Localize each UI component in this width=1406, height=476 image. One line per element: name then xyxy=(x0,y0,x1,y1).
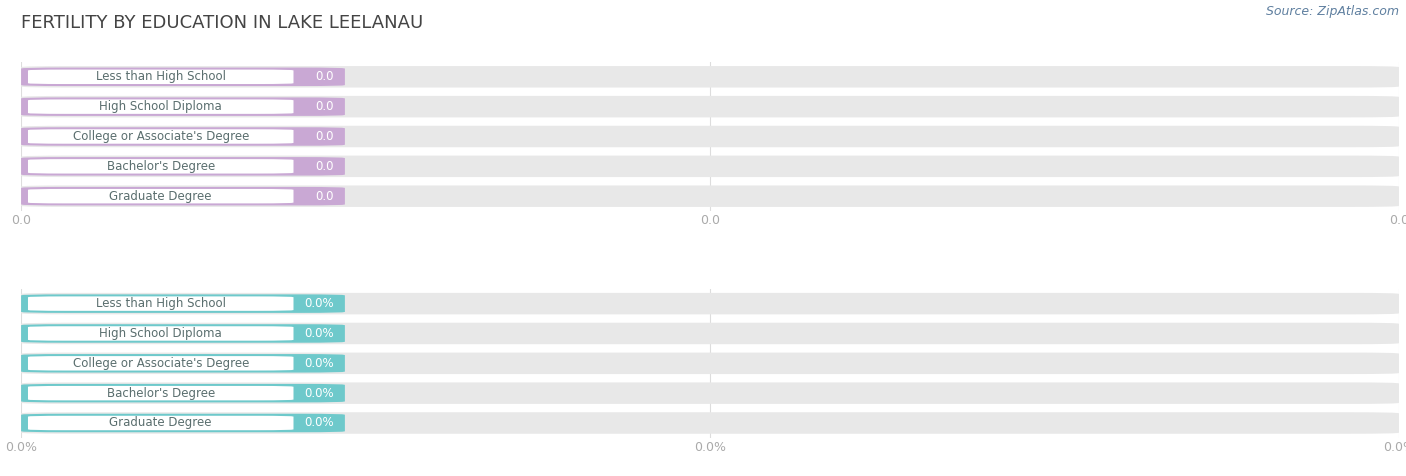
FancyBboxPatch shape xyxy=(21,294,344,313)
FancyBboxPatch shape xyxy=(21,384,344,402)
FancyBboxPatch shape xyxy=(28,416,294,430)
Text: High School Diploma: High School Diploma xyxy=(100,100,222,113)
FancyBboxPatch shape xyxy=(28,129,294,144)
FancyBboxPatch shape xyxy=(28,326,294,341)
FancyBboxPatch shape xyxy=(28,99,294,114)
Text: 0.0: 0.0 xyxy=(315,130,333,143)
FancyBboxPatch shape xyxy=(21,96,1399,118)
FancyBboxPatch shape xyxy=(28,386,294,400)
FancyBboxPatch shape xyxy=(28,159,294,174)
FancyBboxPatch shape xyxy=(21,186,1399,207)
FancyBboxPatch shape xyxy=(21,323,1399,344)
FancyBboxPatch shape xyxy=(21,324,344,343)
Text: Bachelor's Degree: Bachelor's Degree xyxy=(107,160,215,173)
Text: Less than High School: Less than High School xyxy=(96,297,226,310)
FancyBboxPatch shape xyxy=(21,412,1399,434)
Text: 0.0: 0.0 xyxy=(315,100,333,113)
FancyBboxPatch shape xyxy=(21,187,344,206)
Text: Graduate Degree: Graduate Degree xyxy=(110,416,212,429)
FancyBboxPatch shape xyxy=(21,127,344,146)
Text: College or Associate's Degree: College or Associate's Degree xyxy=(73,130,249,143)
Text: Bachelor's Degree: Bachelor's Degree xyxy=(107,387,215,400)
Text: Source: ZipAtlas.com: Source: ZipAtlas.com xyxy=(1265,5,1399,18)
Text: Graduate Degree: Graduate Degree xyxy=(110,189,212,203)
FancyBboxPatch shape xyxy=(21,156,1399,177)
FancyBboxPatch shape xyxy=(21,126,1399,147)
FancyBboxPatch shape xyxy=(21,414,344,432)
FancyBboxPatch shape xyxy=(28,297,294,311)
FancyBboxPatch shape xyxy=(28,356,294,370)
FancyBboxPatch shape xyxy=(21,98,344,116)
Text: 0.0%: 0.0% xyxy=(304,357,333,370)
FancyBboxPatch shape xyxy=(21,293,1399,314)
Text: 0.0: 0.0 xyxy=(315,70,333,83)
Text: College or Associate's Degree: College or Associate's Degree xyxy=(73,357,249,370)
Text: FERTILITY BY EDUCATION IN LAKE LEELANAU: FERTILITY BY EDUCATION IN LAKE LEELANAU xyxy=(21,14,423,32)
Text: 0.0%: 0.0% xyxy=(304,297,333,310)
Text: 0.0%: 0.0% xyxy=(304,327,333,340)
FancyBboxPatch shape xyxy=(21,157,344,176)
Text: 0.0: 0.0 xyxy=(315,189,333,203)
FancyBboxPatch shape xyxy=(21,353,1399,374)
FancyBboxPatch shape xyxy=(21,68,344,86)
Text: 0.0: 0.0 xyxy=(315,160,333,173)
FancyBboxPatch shape xyxy=(28,189,294,203)
Text: Less than High School: Less than High School xyxy=(96,70,226,83)
Text: 0.0%: 0.0% xyxy=(304,416,333,429)
FancyBboxPatch shape xyxy=(28,69,294,84)
Text: 0.0%: 0.0% xyxy=(304,387,333,400)
FancyBboxPatch shape xyxy=(21,66,1399,88)
FancyBboxPatch shape xyxy=(21,354,344,373)
FancyBboxPatch shape xyxy=(21,382,1399,404)
Text: High School Diploma: High School Diploma xyxy=(100,327,222,340)
